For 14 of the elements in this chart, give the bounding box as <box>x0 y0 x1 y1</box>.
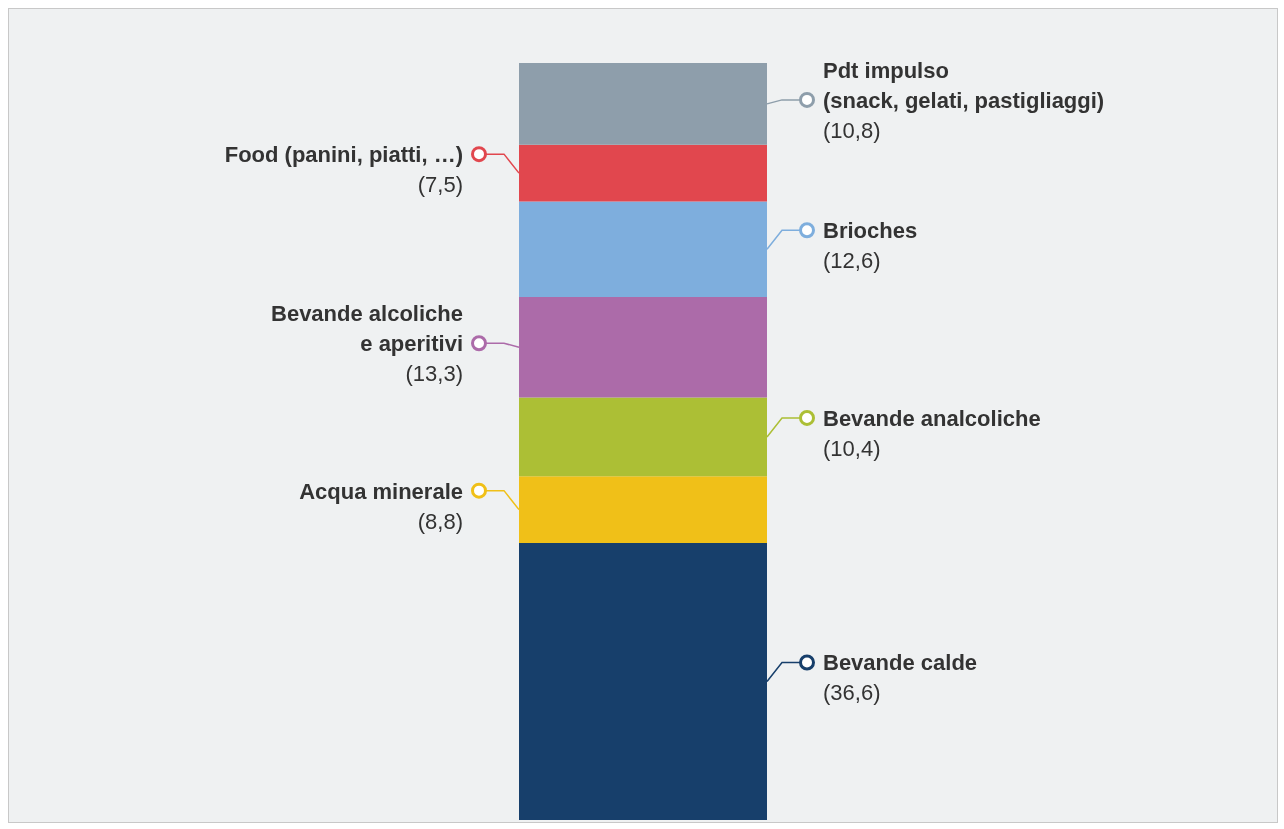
data-label: (8,8) <box>417 508 463 534</box>
data-label: (12,6) <box>823 248 881 274</box>
data-label: (36,6) <box>823 680 881 706</box>
data-label: (10,8) <box>823 117 881 143</box>
data-label: (10,4) <box>823 435 881 461</box>
data-label: (7,5) <box>417 172 463 198</box>
text: Bevande alcoliche e aperitivi <box>271 301 463 357</box>
text: Brioches <box>823 218 918 244</box>
text: Bevande calde <box>823 650 978 676</box>
text: Food (panini, piatti, …) <box>224 142 463 168</box>
text: Bevande analcoliche <box>823 405 1041 431</box>
data-label: (13,3) <box>405 361 463 387</box>
text: Acqua minerale <box>299 478 463 504</box>
text: Pdt impulso (snack, gelati, pastigliaggi) <box>823 57 1105 113</box>
